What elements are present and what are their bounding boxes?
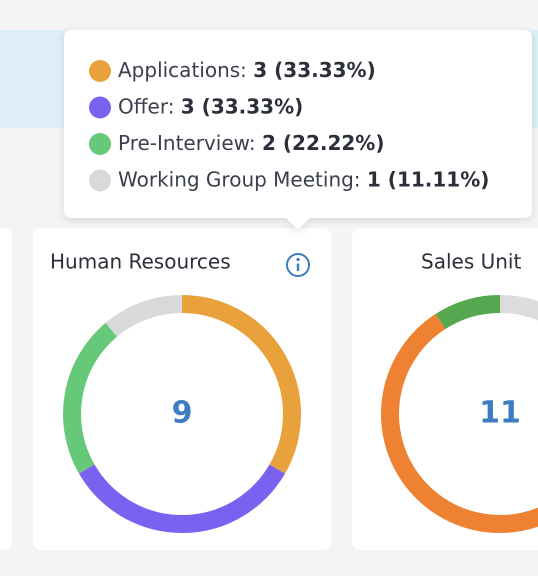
legend-entry: Working Group Meeting: 1 (11.11%) <box>118 167 489 191</box>
card <box>0 228 12 550</box>
card <box>33 228 331 550</box>
legend-swatch <box>89 96 111 119</box>
donut-segment <box>105 295 183 337</box>
donut-segment <box>381 313 538 533</box>
legend-value: 3 (33.33%) <box>253 58 375 82</box>
legend-name: Applications: <box>118 58 247 82</box>
donut-card: Human Resources 9 <box>50 250 301 533</box>
legend-entry: Offer: 3 (33.33%) <box>118 94 303 118</box>
donut-segment <box>63 322 118 474</box>
card-title: Sales Unit <box>421 250 521 274</box>
donut-total: 11 <box>479 396 521 431</box>
legend-name: Working Group Meeting: <box>118 167 361 191</box>
donut-segment <box>78 464 286 533</box>
legend-name: Pre-Interview: <box>118 131 256 155</box>
legend-swatch <box>89 169 111 192</box>
donut-segment <box>181 295 301 474</box>
legend-swatch <box>89 133 111 155</box>
info-icon[interactable] <box>286 253 310 277</box>
donut-total: 9 <box>172 396 193 431</box>
donut-segment <box>435 295 501 330</box>
legend-entry: Pre-Interview: 2 (22.22%) <box>118 131 384 155</box>
legend-name: Offer: <box>118 94 174 118</box>
card-title: Human Resources <box>50 250 231 274</box>
tooltip-items: Applications: 3 (33.33%)Offer: 3 (33.33%… <box>89 58 489 192</box>
cards-layer: Human Resources 9 Sales Unit 11 <box>50 250 538 533</box>
legend-value: 3 (33.33%) <box>181 94 303 118</box>
legend-value: 1 (11.11%) <box>367 167 489 191</box>
donut-segment <box>499 295 538 321</box>
legend-entry: Applications: 3 (33.33%) <box>118 58 376 82</box>
donut-card: Sales Unit 11 <box>381 250 538 533</box>
legend-swatch <box>89 60 111 82</box>
tooltip <box>64 30 532 230</box>
legend-value: 2 (22.22%) <box>262 131 384 155</box>
